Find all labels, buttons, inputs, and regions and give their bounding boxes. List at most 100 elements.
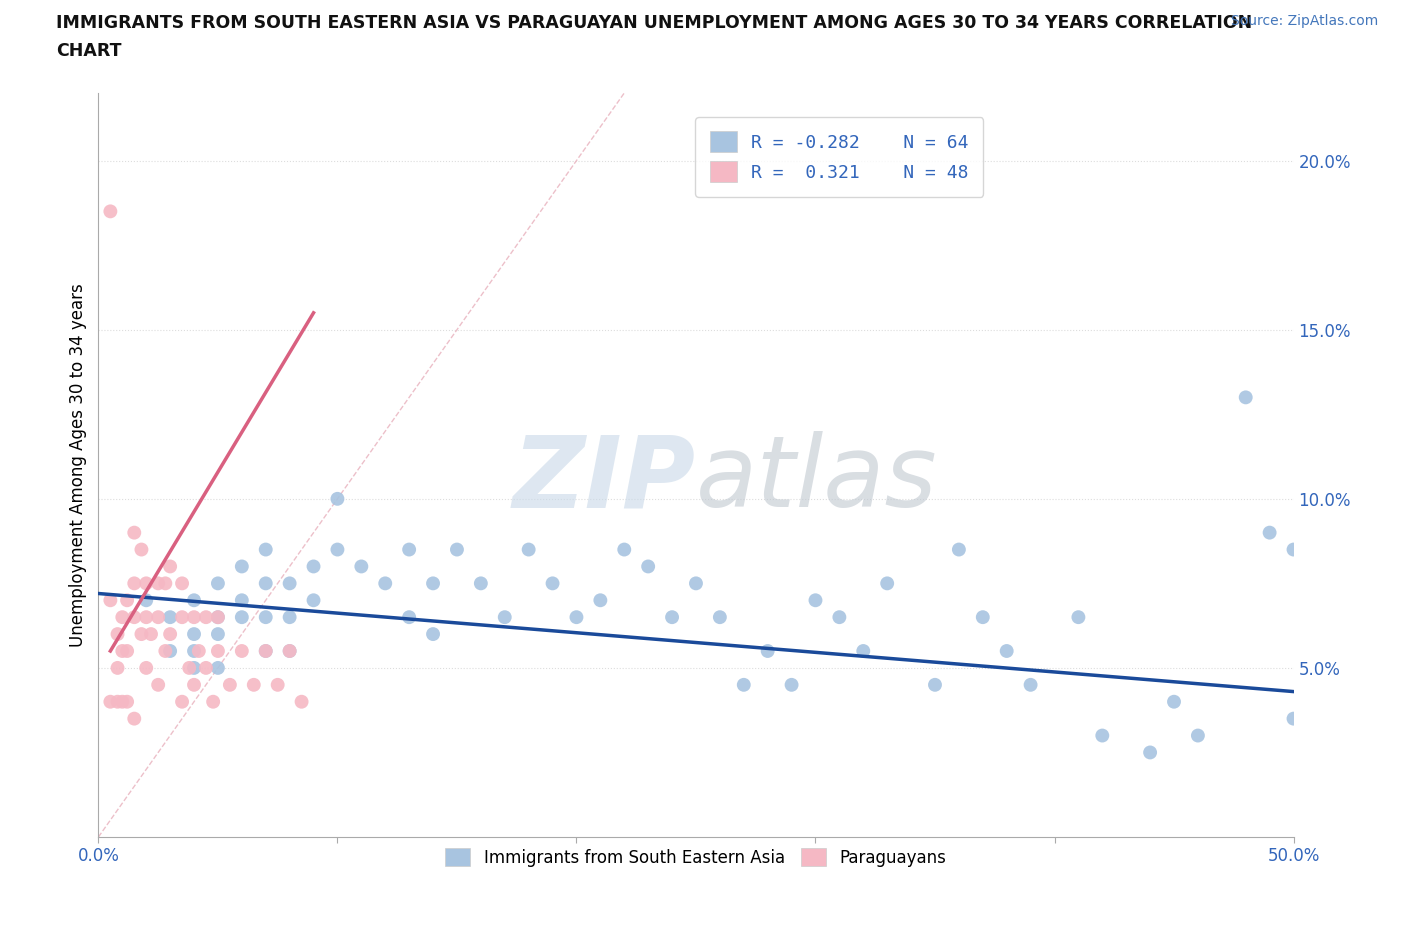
Point [446,542,468,557]
Point [155,644,177,658]
Point [1019,677,1042,692]
Point [804,592,827,607]
Point [302,559,325,574]
Point [135,576,157,591]
Point [326,491,349,506]
Point [924,677,946,692]
Text: atlas: atlas [696,432,938,528]
Point [159,627,181,642]
Point [948,542,970,557]
Point [207,610,229,625]
Point [1187,728,1209,743]
Text: ZIP: ZIP [513,432,696,528]
Text: Source: ZipAtlas.com: Source: ZipAtlas.com [1230,14,1378,28]
Point [1282,542,1305,557]
Point [995,644,1018,658]
Point [1258,525,1281,540]
Text: IMMIGRANTS FROM SOUTH EASTERN ASIA VS PARAGUAYAN UNEMPLOYMENT AMONG AGES 30 TO 3: IMMIGRANTS FROM SOUTH EASTERN ASIA VS PA… [56,14,1253,32]
Point [195,610,218,625]
Point [107,660,129,675]
Point [135,660,157,675]
Point [159,644,181,658]
Point [107,695,129,710]
Point [1139,745,1161,760]
Point [350,559,373,574]
Point [1282,711,1305,726]
Point [733,677,755,692]
Point [1234,390,1257,405]
Point [195,660,218,675]
Point [111,610,134,625]
Point [139,627,162,642]
Point [231,559,253,574]
Point [589,592,612,607]
Point [254,542,277,557]
Point [541,576,564,591]
Point [231,610,253,625]
Point [231,644,253,658]
Point [183,660,205,675]
Point [876,576,898,591]
Point [135,610,157,625]
Point [231,592,253,607]
Point [159,559,181,574]
Point [1091,728,1114,743]
Point [278,644,301,658]
Point [115,592,138,607]
Point [398,610,420,625]
Point [187,644,209,658]
Point [756,644,779,658]
Point [183,627,205,642]
Point [302,592,325,607]
Point [565,610,588,625]
Point [1067,610,1090,625]
Point [207,576,229,591]
Point [972,610,994,625]
Text: CHART: CHART [56,42,122,60]
Point [172,695,194,710]
Point [828,610,851,625]
Point [254,644,277,658]
Point [124,576,146,591]
Point [207,644,229,658]
Point [202,695,225,710]
Point [852,644,875,658]
Point [131,542,153,557]
Point [172,576,194,591]
Point [422,627,444,642]
Point [111,695,134,710]
Point [207,660,229,675]
Point [98,204,122,219]
Point [422,576,444,591]
Point [172,610,194,625]
Point [398,542,420,557]
Y-axis label: Unemployment Among Ages 30 to 34 years: Unemployment Among Ages 30 to 34 years [69,283,87,647]
Point [183,592,205,607]
Point [207,610,229,625]
Point [148,576,170,591]
Point [278,644,301,658]
Point [291,695,314,710]
Point [98,695,122,710]
Point [115,695,138,710]
Point [517,542,540,557]
Point [709,610,731,625]
Point [254,576,277,591]
Point [155,576,177,591]
Point [470,576,492,591]
Point [243,677,266,692]
Point [494,610,516,625]
Point [613,542,636,557]
Point [131,627,153,642]
Point [374,576,396,591]
Point [207,627,229,642]
Point [326,542,349,557]
Point [115,644,138,658]
Point [637,559,659,574]
Point [179,660,201,675]
Point [148,610,170,625]
Point [159,610,181,625]
Point [254,644,277,658]
Point [278,576,301,591]
Point [267,677,290,692]
